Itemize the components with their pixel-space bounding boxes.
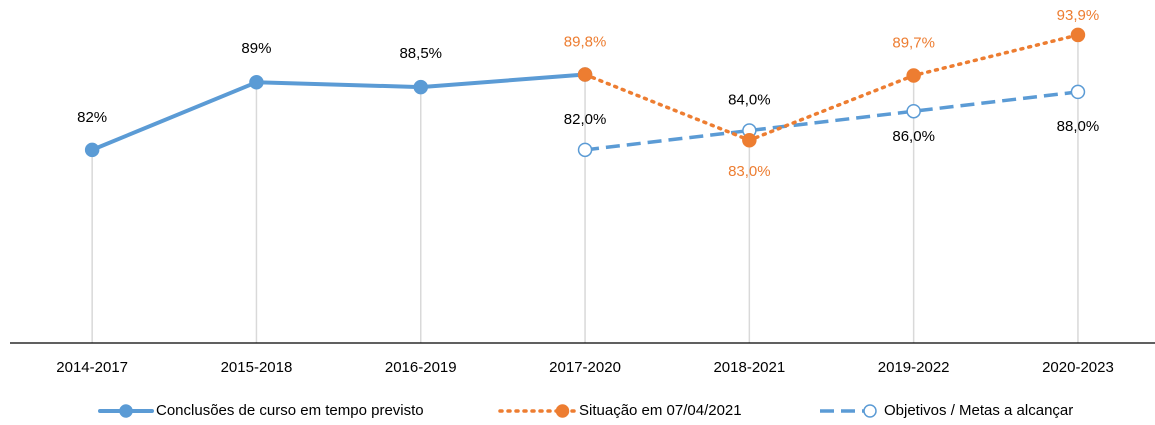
data-label: 82% xyxy=(77,109,107,126)
data-label: 89,7% xyxy=(892,34,935,51)
marker xyxy=(84,142,100,158)
x-tick-label: 2016-2019 xyxy=(385,359,457,376)
series-line xyxy=(90,72,588,152)
marker xyxy=(577,67,593,82)
legend-label: Objetivos / Metas a alcançar xyxy=(884,402,1073,419)
x-tick-label: 2017-2020 xyxy=(549,359,621,376)
x-tick-label: 2014-2017 xyxy=(56,359,128,376)
legend-label: Situação em 07/04/2021 xyxy=(579,402,742,419)
marker xyxy=(906,68,921,83)
legend-label: Conclusões de curso em tempo previsto xyxy=(156,402,424,419)
data-label: 88,0% xyxy=(1057,118,1100,135)
legend-marker xyxy=(863,404,877,418)
series-line xyxy=(584,90,1079,152)
data-label: 93,9% xyxy=(1057,7,1100,24)
data-label: 86,0% xyxy=(892,128,935,145)
x-tick-label: 2015-2018 xyxy=(221,359,293,376)
data-label: 84,0% xyxy=(728,92,771,109)
marker xyxy=(413,79,428,95)
x-tick-label: 2020-2023 xyxy=(1042,359,1114,376)
marker xyxy=(906,103,921,119)
legend-marker xyxy=(555,404,570,418)
data-label: 82,0% xyxy=(564,111,607,128)
legend-marker xyxy=(119,404,133,418)
marker xyxy=(577,142,593,158)
marker xyxy=(249,75,264,90)
data-label: 88,5% xyxy=(399,45,442,62)
data-label: 89% xyxy=(241,40,271,57)
marker xyxy=(742,132,757,148)
x-tick-label: 2018-2021 xyxy=(713,359,785,376)
marker xyxy=(1070,27,1086,43)
x-tick-label: 2019-2022 xyxy=(878,359,950,376)
marker xyxy=(1070,84,1086,100)
data-label: 89,8% xyxy=(564,34,607,51)
data-label: 83,0% xyxy=(728,163,771,180)
series-line xyxy=(583,33,1080,143)
